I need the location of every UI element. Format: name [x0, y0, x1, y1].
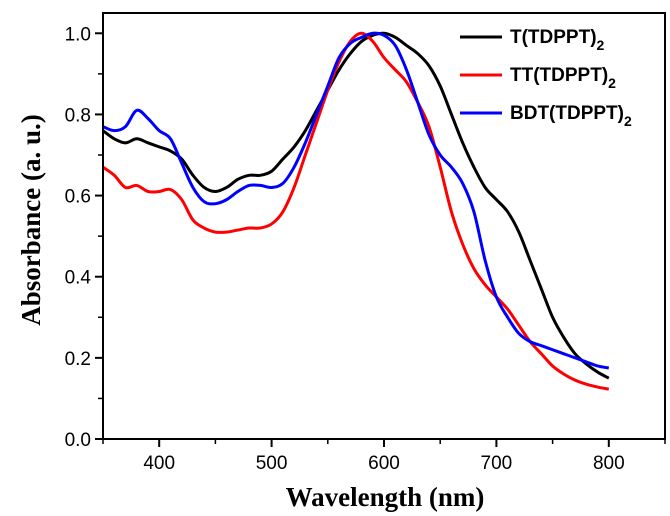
legend-label-1: T(TDPPT)2: [510, 27, 605, 53]
series-line-2: [103, 31, 610, 391]
series-line-3: [103, 31, 610, 370]
series-line-1: [103, 31, 610, 380]
y-tick-label: 0.4: [65, 268, 92, 289]
y-axis-label: Absorbance (a. u.): [16, 114, 46, 326]
axis-ticks: [95, 32, 666, 447]
legend-label-3: BDT(TDPPT)2: [510, 103, 632, 129]
plot-frame: [102, 12, 666, 440]
x-axis-label: Wavelength (nm): [286, 482, 485, 512]
y-tick-label: 0.6: [65, 187, 91, 208]
data-series: [103, 31, 610, 391]
y-tick-label: 0.2: [65, 349, 91, 370]
y-tick-label: 1.0: [65, 24, 91, 45]
x-tick-label: 500: [256, 453, 288, 474]
x-tick-label: 800: [593, 453, 625, 474]
legend: T(TDPPT)2 TT(TDPPT)2 BDT(TDPPT)2: [460, 27, 632, 129]
x-tick-label: 600: [368, 453, 400, 474]
y-tick-label: 0.0: [65, 430, 91, 451]
x-tick-label: 700: [481, 453, 513, 474]
x-tick-label: 400: [143, 453, 175, 474]
tick-labels: 400 500 600 700 800 0.0 0.2 0.4 0.6 0.8 1.0: [65, 24, 625, 474]
y-tick-label: 0.8: [65, 105, 91, 126]
legend-label-2: TT(TDPPT)2: [510, 65, 616, 91]
